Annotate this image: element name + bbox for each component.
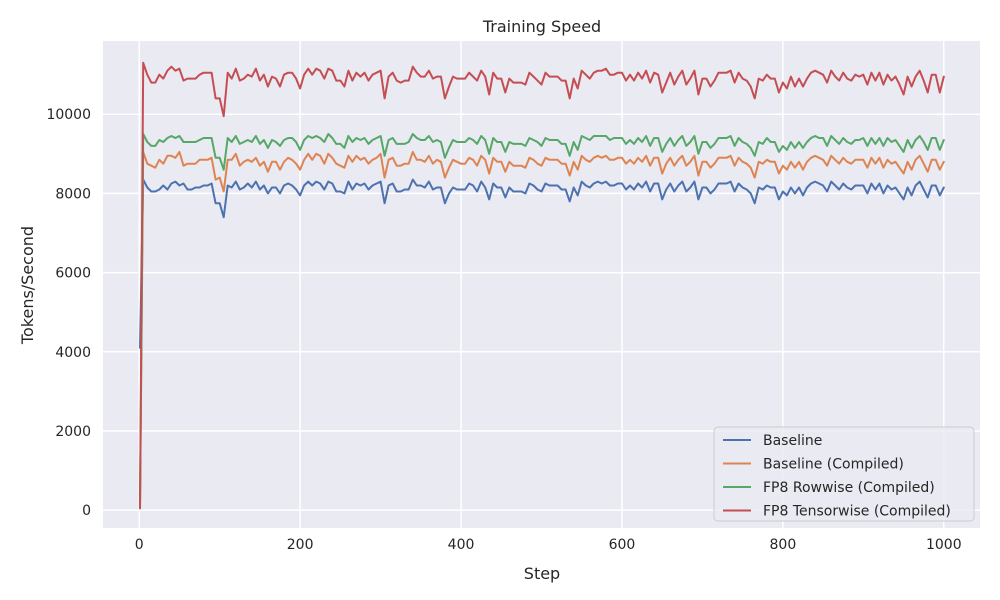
- y-axis-label: Tokens/Second: [18, 226, 37, 345]
- y-axis-ticks: 0 2000 4000 6000 8000 10000: [46, 107, 91, 519]
- series-line-0: [139, 178, 945, 349]
- x-axis-label: Step: [524, 564, 560, 583]
- series-lines: [139, 61, 945, 510]
- y-tick-label: 4000: [55, 345, 91, 361]
- y-tick-label: 2000: [55, 424, 91, 440]
- x-tick-label: 400: [448, 537, 475, 553]
- legend-label: Baseline (Compiled): [763, 457, 904, 473]
- y-tick-label: 10000: [46, 107, 91, 123]
- x-tick-label: 200: [287, 537, 314, 553]
- legend-label: FP8 Tensorwise (Compiled): [763, 504, 951, 520]
- series-line-3: [139, 61, 945, 510]
- x-tick-label: 600: [609, 537, 636, 553]
- series-line-2: [139, 133, 945, 510]
- x-axis-ticks: 0 200 400 600 800 1000: [135, 537, 962, 553]
- series-line-1: [139, 150, 945, 510]
- x-tick-label: 800: [770, 537, 797, 553]
- legend-label: Baseline: [763, 433, 822, 449]
- y-tick-label: 0: [82, 503, 91, 519]
- x-tick-label: 0: [135, 537, 144, 553]
- legend: Baseline Baseline (Compiled) FP8 Rowwise (…: [713, 426, 975, 522]
- y-tick-label: 6000: [55, 266, 91, 282]
- y-tick-label: 8000: [55, 186, 91, 202]
- chart-title: Training Speed: [482, 17, 601, 36]
- legend-box: [713, 426, 975, 522]
- legend-label: FP8 Rowwise (Compiled): [763, 480, 935, 496]
- x-tick-label: 1000: [926, 537, 962, 553]
